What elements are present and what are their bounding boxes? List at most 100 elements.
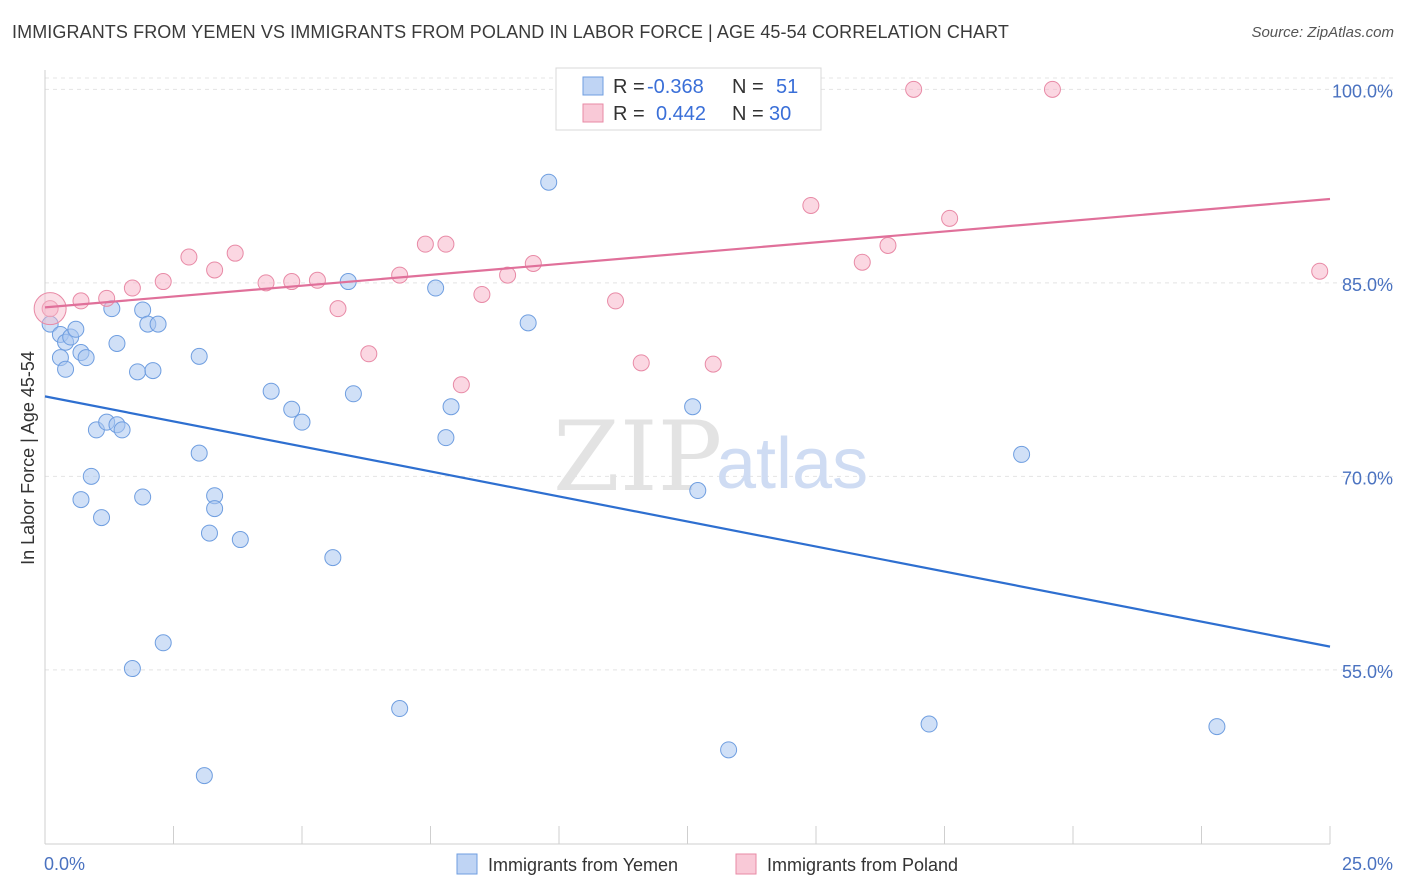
point-poland — [416, 235, 434, 253]
trend-line-poland — [44, 197, 1331, 309]
point-poland — [123, 279, 141, 297]
point-poland — [41, 300, 59, 318]
x-tick-label: 0.0% — [44, 854, 85, 874]
trend-line-yemen — [44, 395, 1331, 648]
point-yemen — [149, 315, 167, 333]
legend-label-yemen: Immigrants from Yemen — [488, 855, 678, 875]
point-yemen — [190, 347, 208, 365]
point-poland — [607, 292, 625, 310]
stats-legend: R = -0.368 N = 51 R = 0.442 N = 30 — [555, 67, 822, 131]
point-yemen — [72, 491, 90, 509]
x-tick-labels: 0.0% 25.0% — [44, 854, 1393, 874]
legend-swatch-poland — [735, 853, 757, 875]
point-yemen — [200, 524, 218, 542]
watermark-atlas: atlas — [716, 424, 868, 504]
point-poland — [206, 261, 224, 279]
point-yemen — [391, 700, 409, 718]
source-label: Source: ZipAtlas.com — [1251, 24, 1394, 41]
trend-lines — [44, 197, 1331, 648]
point-poland — [329, 300, 347, 318]
point-yemen — [134, 488, 152, 506]
data-points — [33, 80, 1329, 785]
point-yemen — [93, 509, 111, 527]
point-yemen — [519, 314, 537, 332]
point-poland — [473, 285, 491, 303]
point-yemen — [231, 531, 249, 549]
point-yemen — [190, 444, 208, 462]
point-yemen — [123, 660, 141, 678]
point-yemen — [684, 398, 702, 416]
y-axis-title: In Labor Force | Age 45-54 — [18, 351, 38, 565]
point-poland — [1311, 262, 1329, 280]
stats-n-label-poland: N = — [732, 103, 764, 125]
point-yemen — [293, 413, 311, 431]
chart-title: IMMIGRANTS FROM YEMEN VS IMMIGRANTS FROM… — [12, 22, 1010, 42]
point-poland — [98, 289, 116, 307]
point-poland — [524, 255, 542, 272]
y-tick-label: 55.0% — [1342, 662, 1393, 682]
point-poland — [704, 355, 722, 373]
point-yemen — [283, 400, 301, 418]
point-poland — [226, 244, 244, 262]
point-poland — [154, 273, 172, 291]
point-poland — [437, 235, 455, 253]
point-yemen — [920, 715, 938, 733]
point-poland — [180, 248, 198, 266]
point-poland — [72, 292, 90, 310]
y-tick-label: 70.0% — [1342, 468, 1393, 488]
stats-n-value-yemen: 51 — [776, 76, 798, 98]
point-poland — [1043, 80, 1061, 98]
point-poland — [853, 253, 871, 271]
point-yemen — [113, 421, 131, 439]
point-poland — [879, 236, 897, 254]
point-yemen — [206, 500, 224, 518]
stats-r-value-poland: 0.442 — [656, 103, 706, 125]
y-tick-labels: 55.0% 70.0% 85.0% 100.0% — [1332, 81, 1393, 682]
legend-label-poland: Immigrants from Poland — [767, 855, 958, 875]
point-yemen — [427, 279, 445, 297]
point-yemen — [1208, 718, 1226, 736]
stats-r-value-yemen: -0.368 — [647, 76, 704, 98]
point-yemen — [77, 349, 95, 367]
point-poland — [452, 376, 470, 394]
stats-r-label-yemen: R = — [613, 76, 645, 98]
x-tick-label: 25.0% — [1342, 854, 1393, 874]
stats-swatch-poland — [582, 103, 604, 123]
axes — [44, 70, 1331, 845]
stats-n-value-poland: 30 — [769, 103, 791, 125]
point-yemen — [129, 363, 147, 381]
point-yemen — [324, 549, 342, 567]
y-tick-label: 85.0% — [1342, 275, 1393, 295]
y-tick-label: 100.0% — [1332, 81, 1393, 101]
point-poland — [257, 274, 275, 292]
point-yemen — [67, 320, 85, 338]
point-poland — [391, 266, 409, 284]
point-yemen — [540, 173, 558, 191]
point-poland — [360, 345, 378, 363]
point-yemen — [154, 634, 172, 652]
point-poland — [499, 266, 517, 284]
point-yemen — [344, 385, 362, 403]
stats-r-label-poland: R = — [613, 103, 645, 125]
point-yemen — [262, 382, 280, 400]
point-poland — [941, 209, 959, 227]
stats-n-label-yemen: N = — [732, 76, 764, 98]
point-poland — [632, 354, 650, 372]
point-yemen — [134, 301, 152, 319]
watermark: ZIP atlas — [553, 401, 868, 513]
point-poland-large — [33, 292, 67, 326]
point-poland — [802, 196, 820, 214]
point-yemen — [82, 467, 100, 485]
point-yemen — [720, 741, 738, 759]
legend-swatch-yemen — [456, 853, 478, 875]
point-yemen — [144, 362, 162, 380]
point-yemen — [442, 398, 460, 416]
point-poland — [905, 80, 923, 98]
point-yemen — [108, 334, 126, 352]
point-yemen — [689, 482, 707, 500]
point-yemen — [57, 360, 75, 378]
point-yemen — [1013, 445, 1031, 463]
point-yemen — [195, 767, 213, 785]
point-yemen — [437, 429, 455, 447]
